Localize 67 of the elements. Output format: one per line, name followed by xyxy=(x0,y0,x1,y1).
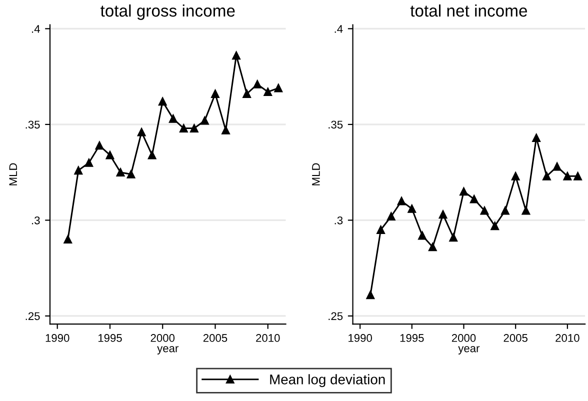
point xyxy=(480,206,489,215)
point xyxy=(490,222,500,230)
y-tick-label: .3 xyxy=(334,216,343,224)
point xyxy=(542,172,551,180)
x-tick-label: 2005 xyxy=(203,334,228,342)
point xyxy=(253,80,262,88)
point xyxy=(366,290,375,300)
y-tick-label: .35 xyxy=(328,120,343,129)
x-tick-label: 1995 xyxy=(98,334,122,342)
chart-title: total gross income xyxy=(100,4,235,20)
point xyxy=(200,116,209,125)
point xyxy=(428,242,437,252)
point xyxy=(563,172,572,180)
x-tick-label: 2000 xyxy=(452,334,476,342)
point xyxy=(179,124,188,132)
y-tick-label: .3 xyxy=(32,216,40,224)
y-tick-label: .4 xyxy=(32,25,40,33)
point xyxy=(438,210,448,219)
point xyxy=(397,196,406,206)
point xyxy=(116,168,125,176)
point xyxy=(408,204,416,213)
y-tick-label: .35 xyxy=(26,120,40,129)
point xyxy=(148,150,156,160)
point xyxy=(376,226,385,234)
x-tick-label: 1990 xyxy=(348,334,372,342)
point xyxy=(574,172,582,180)
point xyxy=(211,90,220,98)
x-tick-label: 2005 xyxy=(504,334,528,342)
point xyxy=(84,158,94,167)
chart-title: total net income xyxy=(410,4,528,17)
point xyxy=(511,172,520,180)
x-tick-label: 1995 xyxy=(400,334,424,342)
point xyxy=(64,235,72,244)
x-tick-label: 2010 xyxy=(256,334,280,342)
x-axis-title: year xyxy=(157,346,178,354)
x-axis-title: year xyxy=(458,346,480,354)
point xyxy=(232,51,240,60)
point xyxy=(532,134,540,142)
y-tick-label: .4 xyxy=(334,25,343,33)
point xyxy=(106,150,114,160)
point xyxy=(386,212,396,221)
y-tick-label: .25 xyxy=(328,312,343,320)
point xyxy=(460,187,468,196)
point xyxy=(470,194,478,204)
point xyxy=(190,124,198,132)
point xyxy=(168,114,178,123)
point xyxy=(522,206,530,215)
x-tick-label: 2010 xyxy=(556,334,580,342)
x-tick-label: 2000 xyxy=(150,334,175,342)
point xyxy=(222,126,230,134)
point xyxy=(74,166,83,175)
point xyxy=(264,88,272,96)
point xyxy=(137,128,146,136)
y-axis-title: MLD xyxy=(9,163,17,186)
point xyxy=(95,141,104,150)
point xyxy=(242,90,251,98)
point xyxy=(501,206,510,215)
point xyxy=(274,84,283,92)
x-tick-label: 1990 xyxy=(46,334,70,342)
point xyxy=(126,170,136,178)
point xyxy=(449,233,458,242)
y-tick-label: .25 xyxy=(26,312,40,320)
y-axis-title: MLD xyxy=(312,163,320,186)
point xyxy=(552,162,562,171)
legend-label: Mean log deviation xyxy=(270,374,385,388)
point xyxy=(158,97,167,106)
point xyxy=(418,231,426,240)
